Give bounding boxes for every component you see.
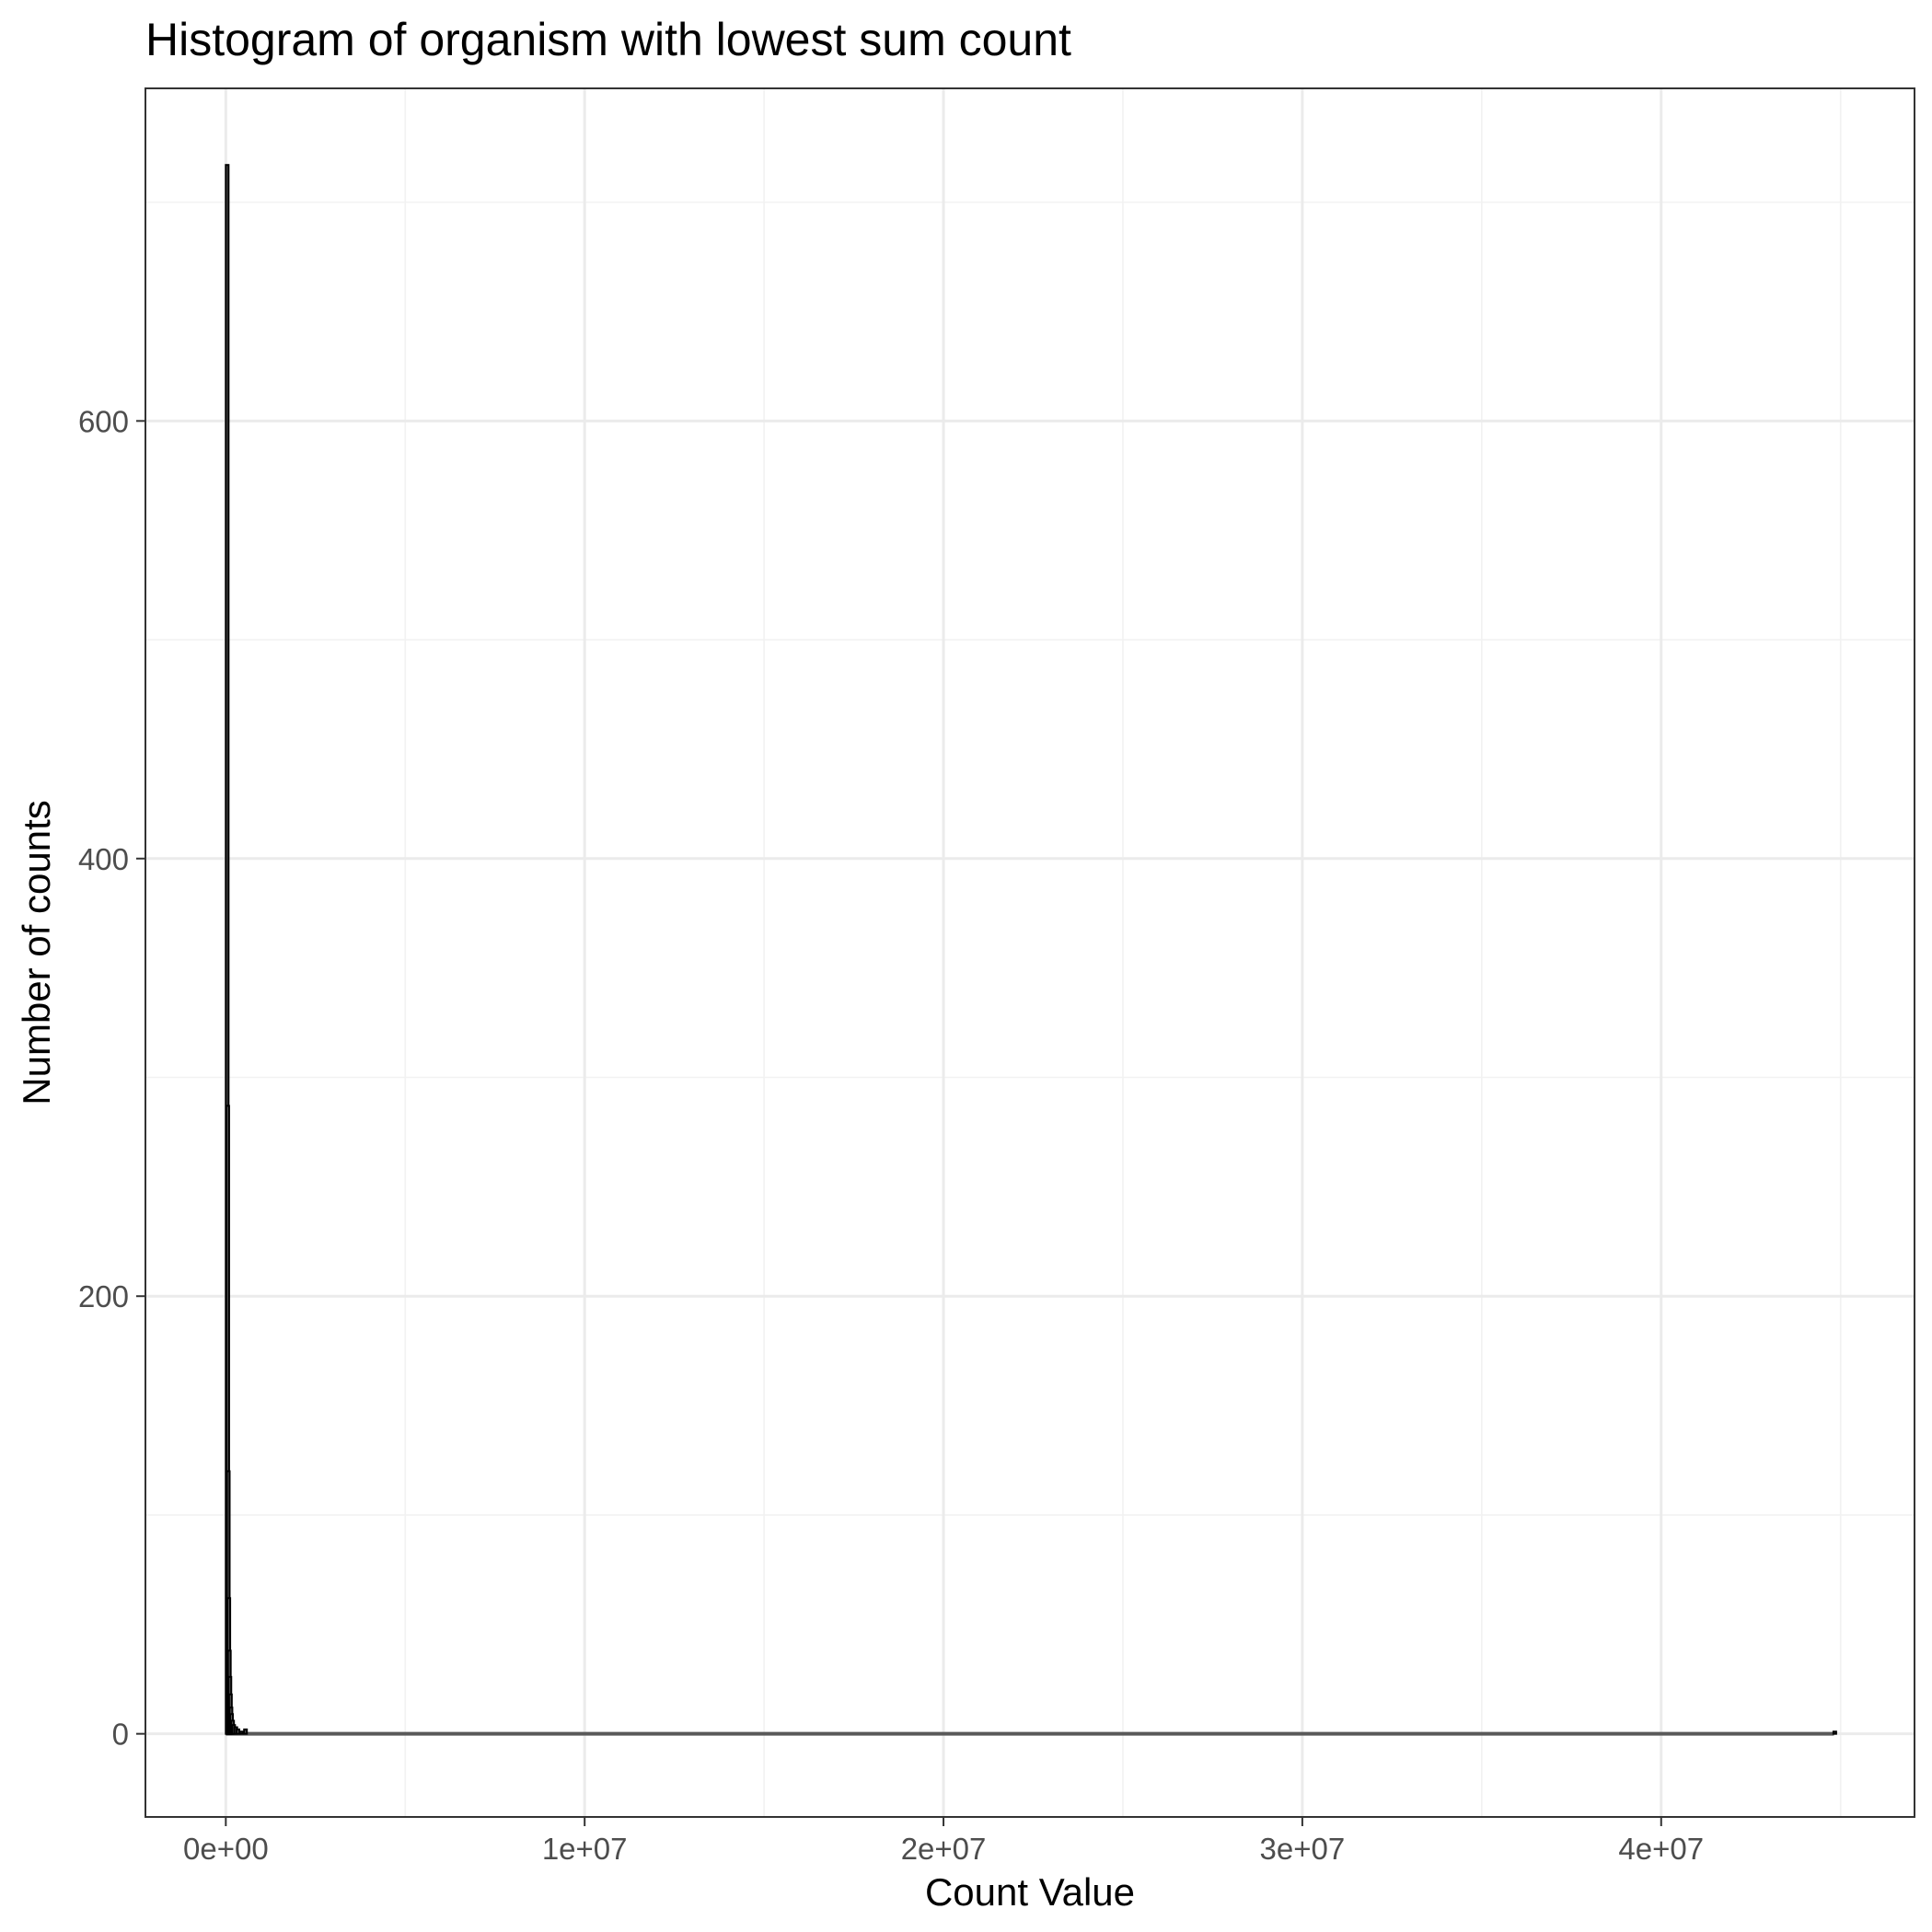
x-tick-label: 1e+07 [542, 1832, 628, 1866]
panel-background [145, 88, 1915, 1817]
plot-panel [145, 87, 1915, 1818]
histogram-bar [243, 1728, 249, 1735]
x-axis: 0e+00 1e+07 2e+07 3e+07 4e+07 [183, 1817, 1704, 1866]
panel-border [145, 87, 1915, 1818]
y-tick-label: 400 [78, 842, 129, 876]
y-tick-label: 600 [78, 404, 129, 438]
histogram-bar [238, 1730, 244, 1735]
y-tick-label: 200 [78, 1279, 129, 1313]
y-tick-label: 0 [112, 1718, 129, 1752]
y-axis-title: Number of counts [15, 800, 58, 1105]
y-axis: 0 200 400 600 [78, 404, 145, 1752]
chart-title: Histogram of organism with lowest sum co… [145, 14, 1071, 65]
x-tick-label: 4e+07 [1618, 1832, 1704, 1866]
x-tick-label: 3e+07 [1260, 1832, 1346, 1866]
x-tick-label: 0e+00 [183, 1832, 269, 1866]
x-tick-label: 2e+07 [901, 1832, 987, 1866]
minor-gridlines [145, 88, 1915, 1817]
histogram-bar [1832, 1730, 1837, 1735]
x-axis-title: Count Value [925, 1870, 1135, 1914]
histogram-bars [225, 164, 1837, 1736]
